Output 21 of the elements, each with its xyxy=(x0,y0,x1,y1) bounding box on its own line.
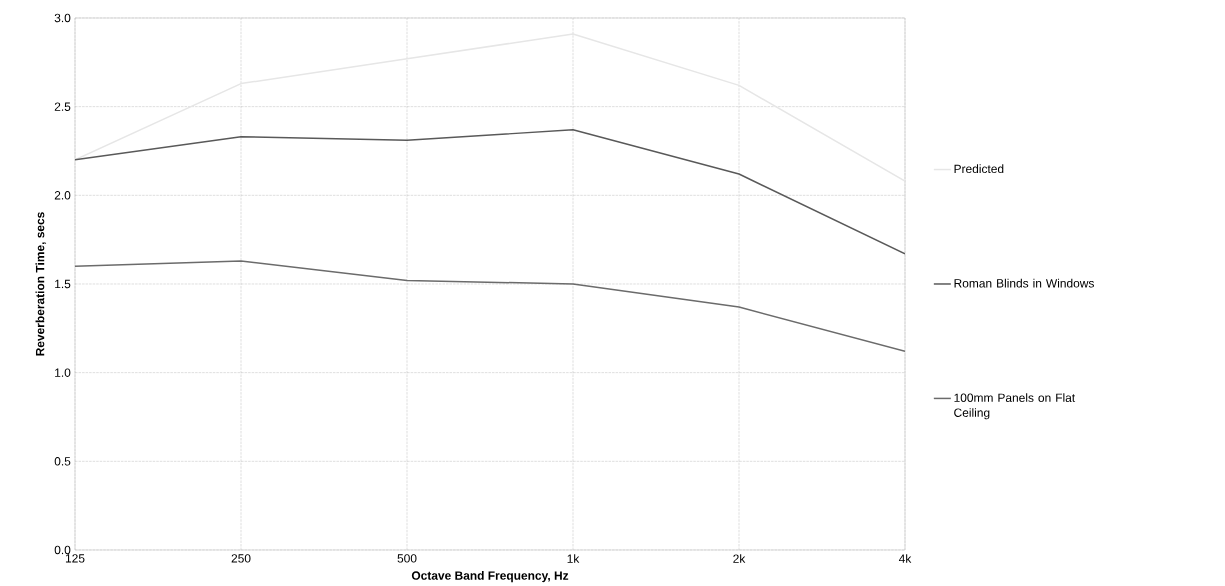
x-tick-label: 2k xyxy=(733,554,746,563)
y-tick-label: 3.0 xyxy=(54,13,71,23)
y-tick-label: 0.0 xyxy=(54,545,71,555)
y-tick-label: 0.5 xyxy=(54,457,71,466)
x-tick-label: 500 xyxy=(397,554,417,563)
legend-label: Predicted xyxy=(954,164,1004,174)
y-tick-label: 2.0 xyxy=(54,191,71,200)
x-tick-label: 125 xyxy=(65,554,85,563)
legend-label: 100mm Panels on Flat Ceiling xyxy=(954,393,1076,420)
x-tick-label: 1k xyxy=(567,554,580,563)
y-tick-label: 1.0 xyxy=(55,368,71,377)
y-tick-label: 2.5 xyxy=(54,102,71,111)
line-series xyxy=(75,128,905,255)
y-axis-title: Reverberation Time, secs xyxy=(35,212,47,356)
x-tick-label: 250 xyxy=(231,554,251,563)
y-tick-label: 1.5 xyxy=(55,279,71,289)
line-series xyxy=(75,33,905,182)
legend-label: Roman Blinds in Windows xyxy=(954,278,1094,288)
x-axis-title: Octave Band Frequency, Hz xyxy=(411,570,569,583)
line-series xyxy=(75,260,905,353)
x-tick-label: 4k xyxy=(898,554,912,563)
